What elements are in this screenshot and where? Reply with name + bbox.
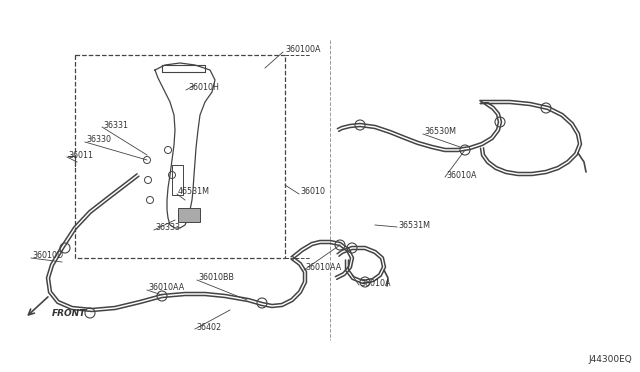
Text: 36330: 36330 <box>86 135 111 144</box>
Text: 36333: 36333 <box>155 224 180 232</box>
Text: FRONT: FRONT <box>52 310 86 318</box>
Bar <box>178 208 200 222</box>
Text: 36402: 36402 <box>196 323 221 331</box>
Text: 36010H: 36010H <box>188 83 219 93</box>
Text: 46531M: 46531M <box>178 187 210 196</box>
Text: 36331: 36331 <box>103 121 128 129</box>
Text: 36010AA: 36010AA <box>305 263 341 273</box>
Text: 36010: 36010 <box>300 187 325 196</box>
Text: 360100A: 360100A <box>285 45 321 55</box>
Text: 36530M: 36530M <box>424 128 456 137</box>
Text: J44300EQ: J44300EQ <box>588 355 632 364</box>
Text: 36010AA: 36010AA <box>148 283 184 292</box>
Text: 36010D: 36010D <box>32 251 63 260</box>
Text: 36010A: 36010A <box>360 279 390 288</box>
Text: 36010BB: 36010BB <box>198 273 234 282</box>
Text: 36010A: 36010A <box>446 170 477 180</box>
Text: 36531M: 36531M <box>398 221 430 230</box>
Text: 36011: 36011 <box>68 151 93 160</box>
